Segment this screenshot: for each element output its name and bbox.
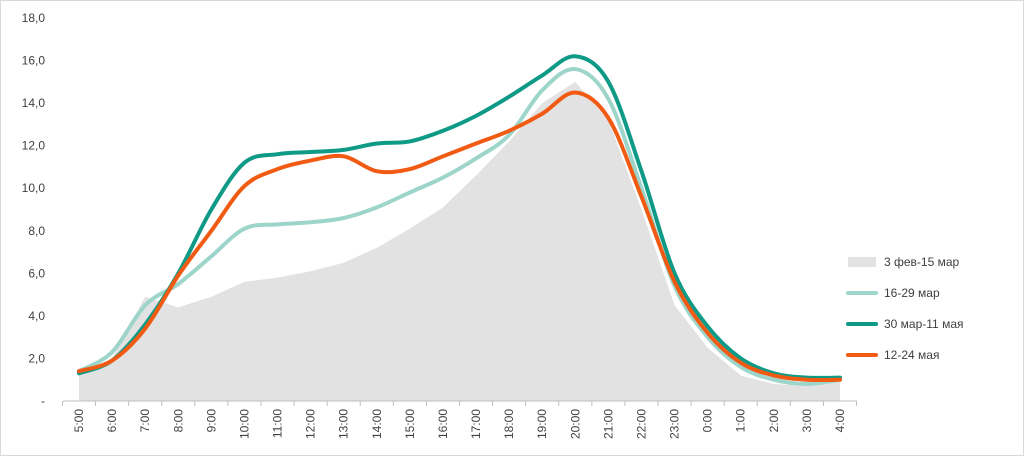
x-tick-label: 11:00: [271, 409, 285, 438]
y-tick-label: 6,0: [28, 266, 45, 280]
x-tick-label: 13:00: [337, 409, 351, 439]
series-line-2: [77, 54, 842, 380]
y-tick-label: -: [41, 394, 45, 408]
y-tick-label: 10,0: [22, 181, 46, 195]
x-tick-label: 22:00: [634, 409, 648, 439]
x-tick-label: 2:00: [767, 409, 781, 433]
legend: 3 фев-15 мар 16-29 мар 30 мар-11 мая 12-24 …: [846, 255, 964, 362]
x-tick-label: 14:00: [370, 409, 384, 439]
x-tick-label: 3:00: [800, 409, 814, 433]
area-layer: [79, 81, 840, 401]
series-line-3: [77, 90, 842, 383]
x-tick-label: 8:00: [171, 409, 185, 433]
x-tick-label: 9:00: [204, 409, 218, 433]
x-tick-label: 1:00: [734, 409, 748, 433]
legend-label: 12-24 мая: [884, 348, 939, 362]
line-layer: [77, 54, 842, 386]
x-tick-label: 20:00: [568, 409, 582, 439]
x-tick-label: 17:00: [469, 409, 483, 439]
y-tick-label: 14,0: [22, 96, 46, 110]
x-tick-label: 16:00: [436, 409, 450, 439]
legend-label: 16-29 мар: [884, 286, 940, 300]
x-tick-label: 15:00: [403, 409, 417, 439]
x-tick-label: 18:00: [502, 409, 516, 439]
x-tick-label: 5:00: [72, 409, 86, 433]
x-tick-label: 4:00: [833, 409, 847, 433]
series-line-1: [77, 67, 842, 386]
legend-item: 16-29 мар: [846, 286, 940, 300]
series-area-0: [79, 81, 840, 401]
x-tick-label: 19:00: [535, 409, 549, 439]
axis-layer: 5:00 6:00 7:00 8:00 9:00 10:00 11:00 12:00 13:00…: [22, 11, 858, 439]
y-tick-label: 4,0: [28, 309, 45, 323]
x-tick-label: 12:00: [304, 409, 318, 439]
legend-item: 12-24 мая: [846, 348, 939, 362]
y-tick-label: 18,0: [22, 11, 46, 25]
legend-label: 30 мар-11 мая: [884, 317, 964, 331]
y-tick-label: 2,0: [28, 351, 45, 365]
x-tick-label: 0:00: [701, 409, 715, 433]
x-tick-label: 6:00: [105, 409, 119, 433]
legend-swatch: [848, 257, 876, 267]
legend-item: 3 фев-15 мар: [848, 255, 960, 269]
y-tick-label: 16,0: [22, 54, 46, 68]
y-tick-label: 12,0: [22, 139, 46, 153]
x-tick-label: 10:00: [237, 409, 251, 439]
x-tick-label: 21:00: [601, 409, 615, 439]
x-tick-label: 7:00: [138, 409, 152, 433]
y-tick-label: 8,0: [28, 224, 45, 238]
legend-label: 3 фев-15 мар: [884, 255, 960, 269]
x-tick-label: 23:00: [668, 409, 682, 439]
legend-item: 30 мар-11 мая: [846, 317, 964, 331]
